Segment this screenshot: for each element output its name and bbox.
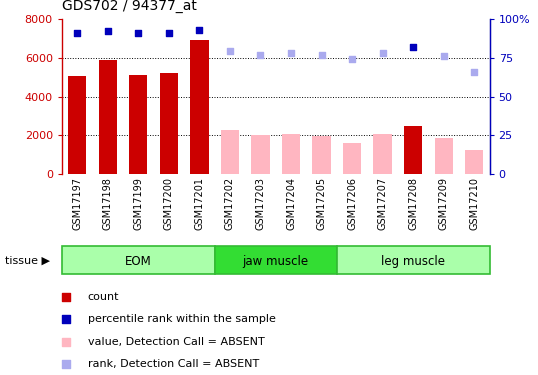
Bar [160, 73, 178, 174]
Bar [435, 138, 453, 174]
Point [62, 361, 70, 367]
Point [62, 294, 70, 300]
Bar [343, 143, 362, 174]
Point [287, 50, 295, 56]
Bar [190, 40, 209, 174]
Bar [282, 134, 300, 174]
Text: GSM17204: GSM17204 [286, 177, 296, 230]
Point [62, 316, 70, 322]
Text: percentile rank within the sample: percentile rank within the sample [88, 314, 275, 324]
Text: GSM17201: GSM17201 [194, 177, 204, 230]
Bar [313, 136, 331, 174]
Text: GSM17197: GSM17197 [72, 177, 82, 230]
FancyBboxPatch shape [62, 246, 215, 274]
Point [378, 50, 387, 56]
Point [73, 30, 81, 36]
Bar [129, 75, 147, 174]
Text: value, Detection Call = ABSENT: value, Detection Call = ABSENT [88, 337, 264, 346]
Point [62, 339, 70, 345]
FancyBboxPatch shape [337, 246, 490, 274]
Text: GSM17207: GSM17207 [378, 177, 388, 230]
Bar [98, 60, 117, 174]
Text: rank, Detection Call = ABSENT: rank, Detection Call = ABSENT [88, 359, 259, 369]
Text: GSM17199: GSM17199 [133, 177, 143, 230]
Text: GSM17209: GSM17209 [439, 177, 449, 230]
Bar [373, 135, 392, 174]
Text: GSM17210: GSM17210 [469, 177, 479, 230]
Point [225, 48, 234, 54]
Text: EOM: EOM [125, 255, 152, 268]
Text: GSM17200: GSM17200 [164, 177, 174, 230]
Bar [404, 126, 422, 174]
Text: jaw muscle: jaw muscle [243, 255, 309, 268]
Text: GSM17198: GSM17198 [103, 177, 112, 230]
Text: GDS702 / 94377_at: GDS702 / 94377_at [62, 0, 197, 13]
Text: GSM17202: GSM17202 [225, 177, 235, 230]
Bar [221, 130, 239, 174]
Point [256, 51, 265, 57]
Bar [465, 150, 484, 174]
Text: GSM17203: GSM17203 [256, 177, 265, 230]
Point [470, 69, 479, 75]
Point [134, 30, 143, 36]
FancyBboxPatch shape [215, 246, 337, 274]
Point [348, 56, 356, 62]
Text: GSM17205: GSM17205 [316, 177, 327, 230]
Text: count: count [88, 292, 119, 302]
Point [409, 44, 417, 50]
Bar [68, 76, 86, 174]
Text: leg muscle: leg muscle [381, 255, 445, 268]
Text: tissue ▶: tissue ▶ [5, 256, 51, 266]
Point [195, 27, 204, 33]
Point [317, 51, 326, 57]
Bar [251, 135, 270, 174]
Point [165, 30, 173, 36]
Point [103, 28, 112, 34]
Text: GSM17208: GSM17208 [408, 177, 418, 230]
Text: GSM17206: GSM17206 [347, 177, 357, 230]
Point [440, 53, 448, 59]
